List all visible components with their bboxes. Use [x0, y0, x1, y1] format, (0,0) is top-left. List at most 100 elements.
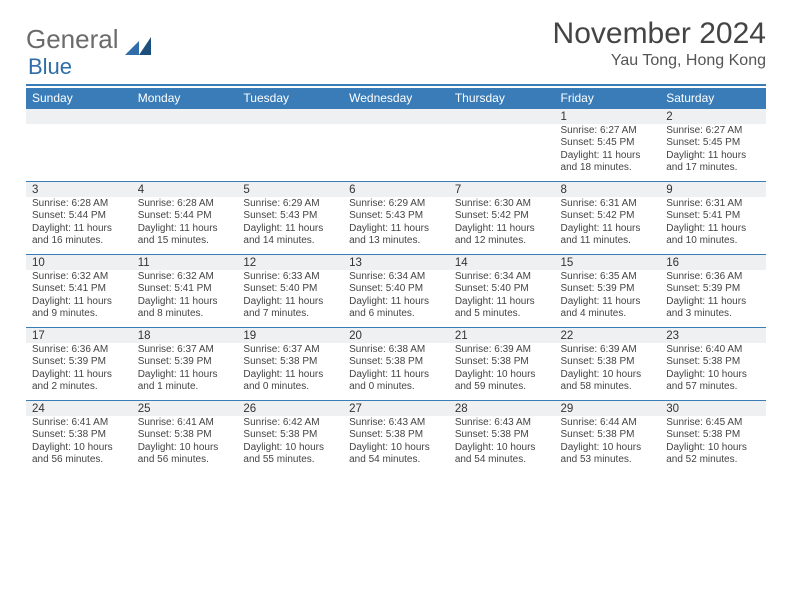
- sunset-text: Sunset: 5:38 PM: [138, 429, 232, 442]
- day-number-cell: 27: [343, 400, 449, 416]
- sunset-text: Sunset: 5:38 PM: [561, 429, 655, 442]
- day-data-cell: Sunrise: 6:32 AMSunset: 5:41 PMDaylight:…: [132, 270, 238, 328]
- day-number-cell: 14: [449, 254, 555, 270]
- day-number-cell: [237, 108, 343, 124]
- daylight-text: Daylight: 11 hours and 15 minutes.: [138, 223, 232, 248]
- day-data-cell: Sunrise: 6:33 AMSunset: 5:40 PMDaylight:…: [237, 270, 343, 328]
- sunset-text: Sunset: 5:40 PM: [455, 283, 549, 296]
- week-number-row: 24252627282930: [26, 400, 766, 416]
- sunrise-text: Sunrise: 6:35 AM: [561, 271, 655, 284]
- day-data-cell: Sunrise: 6:29 AMSunset: 5:43 PMDaylight:…: [237, 197, 343, 255]
- day-data-cell: Sunrise: 6:40 AMSunset: 5:38 PMDaylight:…: [660, 343, 766, 401]
- daylight-text: Daylight: 10 hours and 53 minutes.: [561, 442, 655, 467]
- daylight-text: Daylight: 11 hours and 13 minutes.: [349, 223, 443, 248]
- day-data-cell: Sunrise: 6:31 AMSunset: 5:41 PMDaylight:…: [660, 197, 766, 255]
- page-subtitle: Yau Tong, Hong Kong: [553, 52, 766, 70]
- sunset-text: Sunset: 5:38 PM: [455, 356, 549, 369]
- daylight-text: Daylight: 11 hours and 9 minutes.: [32, 296, 126, 321]
- daylight-text: Daylight: 11 hours and 12 minutes.: [455, 223, 549, 248]
- daylight-text: Daylight: 11 hours and 5 minutes.: [455, 296, 549, 321]
- daylight-text: Daylight: 11 hours and 8 minutes.: [138, 296, 232, 321]
- sunrise-text: Sunrise: 6:31 AM: [666, 198, 760, 211]
- day-data-cell: Sunrise: 6:31 AMSunset: 5:42 PMDaylight:…: [555, 197, 661, 255]
- day-number-cell: [132, 108, 238, 124]
- sunset-text: Sunset: 5:41 PM: [32, 283, 126, 296]
- sunrise-text: Sunrise: 6:40 AM: [666, 344, 760, 357]
- day-data-cell: Sunrise: 6:38 AMSunset: 5:38 PMDaylight:…: [343, 343, 449, 401]
- day-number-cell: 29: [555, 400, 661, 416]
- day-number-cell: 28: [449, 400, 555, 416]
- week-data-row: Sunrise: 6:28 AMSunset: 5:44 PMDaylight:…: [26, 197, 766, 255]
- sunrise-text: Sunrise: 6:38 AM: [349, 344, 443, 357]
- sunset-text: Sunset: 5:39 PM: [561, 283, 655, 296]
- day-number-cell: 19: [237, 327, 343, 343]
- day-data-cell: Sunrise: 6:27 AMSunset: 5:45 PMDaylight:…: [555, 124, 661, 182]
- sunset-text: Sunset: 5:40 PM: [349, 283, 443, 296]
- day-data-cell: Sunrise: 6:34 AMSunset: 5:40 PMDaylight:…: [449, 270, 555, 328]
- day-data-cell: Sunrise: 6:28 AMSunset: 5:44 PMDaylight:…: [132, 197, 238, 255]
- weekday-header: Wednesday: [343, 88, 449, 109]
- sunrise-text: Sunrise: 6:28 AM: [138, 198, 232, 211]
- daylight-text: Daylight: 10 hours and 54 minutes.: [349, 442, 443, 467]
- day-number-cell: 11: [132, 254, 238, 270]
- daylight-text: Daylight: 10 hours and 58 minutes.: [561, 369, 655, 394]
- day-data-cell: Sunrise: 6:36 AMSunset: 5:39 PMDaylight:…: [26, 343, 132, 401]
- day-number-cell: 26: [237, 400, 343, 416]
- sunrise-text: Sunrise: 6:39 AM: [561, 344, 655, 357]
- sunset-text: Sunset: 5:38 PM: [243, 356, 337, 369]
- sunrise-text: Sunrise: 6:39 AM: [455, 344, 549, 357]
- daylight-text: Daylight: 11 hours and 16 minutes.: [32, 223, 126, 248]
- day-data-cell: [26, 124, 132, 182]
- sunset-text: Sunset: 5:39 PM: [138, 356, 232, 369]
- daylight-text: Daylight: 11 hours and 18 minutes.: [561, 150, 655, 175]
- day-data-cell: Sunrise: 6:41 AMSunset: 5:38 PMDaylight:…: [132, 416, 238, 473]
- sunrise-text: Sunrise: 6:37 AM: [138, 344, 232, 357]
- day-number-cell: 1: [555, 108, 661, 124]
- sunrise-text: Sunrise: 6:28 AM: [32, 198, 126, 211]
- day-number-cell: 13: [343, 254, 449, 270]
- sunset-text: Sunset: 5:43 PM: [349, 210, 443, 223]
- day-number-cell: 3: [26, 181, 132, 197]
- day-number-cell: 10: [26, 254, 132, 270]
- day-data-cell: [237, 124, 343, 182]
- sunset-text: Sunset: 5:45 PM: [561, 137, 655, 150]
- daylight-text: Daylight: 11 hours and 10 minutes.: [666, 223, 760, 248]
- header-rule: [26, 84, 766, 86]
- day-data-cell: Sunrise: 6:27 AMSunset: 5:45 PMDaylight:…: [660, 124, 766, 182]
- sunset-text: Sunset: 5:41 PM: [138, 283, 232, 296]
- sunrise-text: Sunrise: 6:32 AM: [32, 271, 126, 284]
- week-data-row: Sunrise: 6:27 AMSunset: 5:45 PMDaylight:…: [26, 124, 766, 182]
- weekday-header: Saturday: [660, 88, 766, 109]
- brand-logo: General: [26, 24, 153, 55]
- daylight-text: Daylight: 11 hours and 17 minutes.: [666, 150, 760, 175]
- calendar-table: Sunday Monday Tuesday Wednesday Thursday…: [26, 88, 766, 473]
- sunrise-text: Sunrise: 6:33 AM: [243, 271, 337, 284]
- weekday-header: Thursday: [449, 88, 555, 109]
- day-number-cell: 21: [449, 327, 555, 343]
- day-data-cell: Sunrise: 6:44 AMSunset: 5:38 PMDaylight:…: [555, 416, 661, 473]
- day-data-cell: Sunrise: 6:43 AMSunset: 5:38 PMDaylight:…: [449, 416, 555, 473]
- day-data-cell: Sunrise: 6:39 AMSunset: 5:38 PMDaylight:…: [555, 343, 661, 401]
- sunset-text: Sunset: 5:38 PM: [32, 429, 126, 442]
- sunrise-text: Sunrise: 6:43 AM: [349, 417, 443, 430]
- sunset-text: Sunset: 5:39 PM: [666, 283, 760, 296]
- sunrise-text: Sunrise: 6:29 AM: [349, 198, 443, 211]
- sunset-text: Sunset: 5:41 PM: [666, 210, 760, 223]
- day-number-cell: 22: [555, 327, 661, 343]
- sunset-text: Sunset: 5:44 PM: [138, 210, 232, 223]
- sunset-text: Sunset: 5:42 PM: [455, 210, 549, 223]
- sunset-text: Sunset: 5:44 PM: [32, 210, 126, 223]
- day-data-cell: Sunrise: 6:43 AMSunset: 5:38 PMDaylight:…: [343, 416, 449, 473]
- day-data-cell: Sunrise: 6:28 AMSunset: 5:44 PMDaylight:…: [26, 197, 132, 255]
- sunrise-text: Sunrise: 6:44 AM: [561, 417, 655, 430]
- sunset-text: Sunset: 5:38 PM: [243, 429, 337, 442]
- weekday-header: Monday: [132, 88, 238, 109]
- daylight-text: Daylight: 10 hours and 55 minutes.: [243, 442, 337, 467]
- week-number-row: 17181920212223: [26, 327, 766, 343]
- sunrise-text: Sunrise: 6:41 AM: [138, 417, 232, 430]
- daylight-text: Daylight: 11 hours and 3 minutes.: [666, 296, 760, 321]
- day-number-cell: 9: [660, 181, 766, 197]
- day-number-cell: 16: [660, 254, 766, 270]
- brand-text-general: General: [26, 24, 119, 55]
- day-number-cell: 7: [449, 181, 555, 197]
